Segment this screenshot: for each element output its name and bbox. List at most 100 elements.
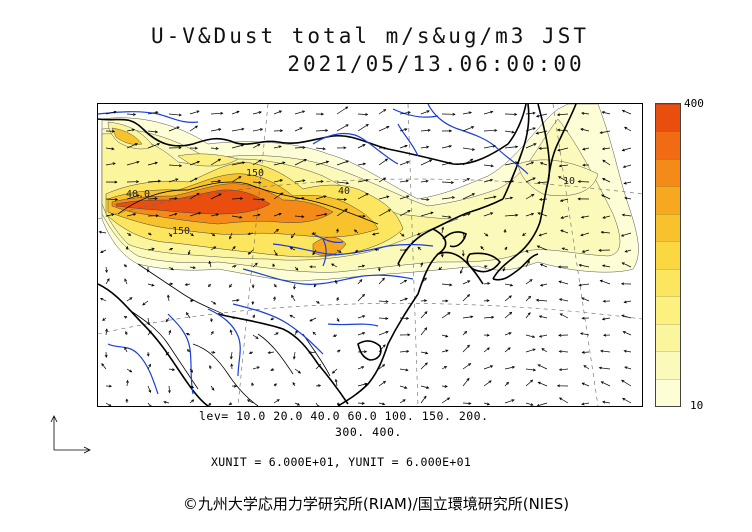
wind-arrow	[420, 300, 427, 302]
wind-arrow-head	[359, 278, 363, 283]
wind-arrow-head	[136, 194, 140, 198]
wind-arrow-head	[443, 366, 448, 369]
wind-arrow-head	[163, 400, 167, 404]
wind-arrow	[441, 349, 448, 353]
wind-arrow	[399, 180, 409, 183]
wind-arrow-head	[487, 282, 491, 285]
wind-arrow-head	[601, 147, 606, 151]
wind-arrow	[336, 198, 347, 200]
wind-arrow	[538, 381, 548, 387]
wind-arrow	[399, 232, 405, 237]
wind-arrow	[621, 380, 632, 387]
wind-arrow-head	[468, 111, 472, 115]
wind-arrow-head	[535, 114, 540, 118]
wind-arrow-head	[185, 333, 190, 336]
wind-arrow-head	[168, 329, 172, 334]
wind-arrow-head	[511, 130, 515, 134]
wind-arrow	[601, 231, 611, 234]
wind-arrow	[462, 280, 470, 285]
wind-arrow-head	[486, 347, 490, 351]
wind-arrow-head	[424, 362, 428, 366]
wind-arrow	[560, 198, 569, 202]
wind-arrow	[189, 212, 201, 217]
wind-arrow-head	[446, 397, 451, 401]
wind-arrow-head	[601, 317, 606, 321]
wind-arrow-head	[406, 349, 410, 353]
wind-arrow	[147, 317, 150, 325]
wind-arrow-head	[582, 163, 586, 167]
dust-plume	[101, 104, 639, 282]
wind-arrow-head	[136, 180, 140, 184]
wind-arrow-head	[114, 180, 118, 184]
wind-arrow-head	[345, 124, 349, 127]
wind-arrow	[357, 163, 366, 166]
wind-arrow-head	[176, 126, 180, 130]
wind-arrow-head	[559, 199, 564, 202]
wind-arrow	[293, 351, 296, 359]
wind-arrow-head	[382, 177, 387, 181]
wind-arrow-head	[425, 351, 429, 355]
wind-arrow-head	[301, 196, 305, 200]
wind-arrow-head	[254, 262, 258, 266]
wind-arrow-head	[194, 177, 198, 181]
wind-arrow-head	[448, 144, 453, 148]
wind-arrow-head	[196, 160, 201, 164]
wind-arrow-head	[448, 161, 453, 165]
wind-arrow-head	[273, 284, 277, 288]
wind-arrow	[441, 162, 452, 166]
wind-arrow-head	[581, 316, 585, 320]
wind-arrow	[504, 382, 509, 387]
wind-arrow	[168, 266, 174, 270]
wind-arrow	[378, 331, 389, 336]
wind-arrow-head	[623, 300, 627, 304]
wind-arrow-head	[240, 197, 244, 200]
wind-arrow-head	[248, 351, 253, 354]
wind-arrow-head	[365, 178, 369, 182]
wind-arrow	[147, 402, 151, 406]
wind-arrow-head	[282, 161, 286, 165]
wind-arrow-head	[296, 402, 301, 406]
wind-arrow	[168, 385, 170, 393]
wind-arrow-head	[112, 162, 116, 166]
wind-arrow	[504, 146, 518, 149]
wind-arrow-head	[258, 159, 262, 163]
wind-arrow-head	[445, 334, 449, 338]
wind-arrow	[483, 111, 493, 115]
wind-arrow-head	[123, 315, 128, 319]
wind-arrow-head	[541, 348, 545, 351]
contour-labels: 150 40 40.0 150 10	[126, 168, 575, 237]
wind-arrow-head	[289, 314, 293, 318]
wind-arrow	[185, 283, 191, 286]
wind-arrow-head	[536, 404, 540, 406]
wind-arrow-head	[239, 215, 243, 219]
wind-arrow-head	[539, 263, 544, 267]
wind-arrow-head	[538, 334, 543, 338]
wind-arrow-head	[276, 399, 280, 402]
wind-arrow-head	[157, 179, 162, 183]
wind-arrow-head	[530, 161, 535, 165]
wind-arrow-head	[128, 233, 132, 236]
wind-arrow	[602, 265, 611, 268]
wind-arrow-head	[317, 363, 321, 368]
wind-arrow	[483, 179, 493, 183]
wind-arrow-head	[320, 180, 324, 183]
wind-arrow	[372, 232, 380, 235]
wind-arrow-head	[577, 180, 581, 184]
wind-arrow-head	[290, 235, 294, 239]
wind-arrow-head	[493, 195, 497, 199]
wind-arrow	[559, 281, 569, 285]
wind-arrow	[420, 129, 431, 132]
wind-arrow	[539, 232, 548, 236]
wind-arrow-head	[322, 147, 326, 151]
wind-arrow	[331, 263, 338, 268]
wind-arrow-head	[426, 198, 430, 201]
wind-arrow	[147, 111, 158, 115]
wind-arrow	[273, 110, 282, 115]
wind-arrow-head	[425, 179, 429, 183]
wind-arrow	[602, 215, 611, 219]
wind-arrow-head	[532, 348, 536, 352]
wind-arrow	[189, 193, 200, 200]
wind-arrow-head	[486, 299, 490, 303]
contour-label: 10	[563, 176, 575, 187]
wind-arrow	[105, 214, 114, 217]
